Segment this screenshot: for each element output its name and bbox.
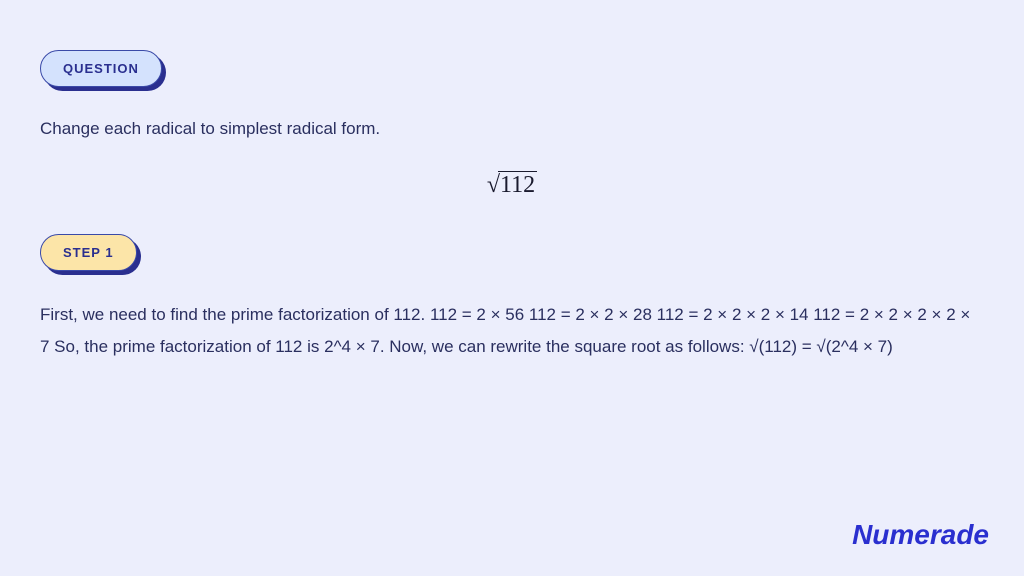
question-formula: √112 xyxy=(40,172,984,199)
question-badge: QUESTION xyxy=(40,50,162,87)
step-text: First, we need to find the prime factori… xyxy=(40,299,984,364)
brand-logo: Numerade xyxy=(852,519,989,551)
step-badge-label: STEP 1 xyxy=(63,245,114,260)
radical-expression: √112 xyxy=(487,172,537,199)
step-badge: STEP 1 xyxy=(40,234,137,271)
question-badge-label: QUESTION xyxy=(63,61,139,76)
step-section: STEP 1 First, we need to find the prime … xyxy=(40,234,984,364)
question-text: Change each radical to simplest radical … xyxy=(40,115,984,142)
radicand: 112 xyxy=(498,171,537,198)
question-section: QUESTION Change each radical to simplest… xyxy=(40,50,984,199)
